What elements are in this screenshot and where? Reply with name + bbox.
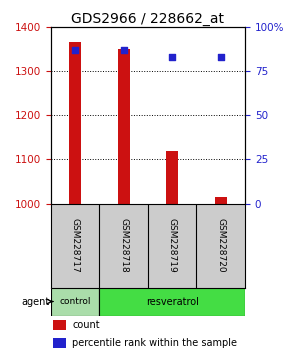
Point	[170, 54, 175, 59]
Point	[121, 47, 126, 52]
Text: agent: agent	[21, 297, 50, 307]
Text: GSM228718: GSM228718	[119, 218, 128, 273]
Text: count: count	[72, 320, 100, 330]
Text: control: control	[59, 297, 91, 306]
Text: resveratrol: resveratrol	[146, 297, 199, 307]
Bar	[51, 287, 99, 315]
Bar	[53, 338, 66, 348]
Bar	[166, 152, 178, 204]
Text: GSM228719: GSM228719	[168, 218, 177, 273]
Point	[218, 54, 223, 59]
Text: GSM228720: GSM228720	[216, 218, 225, 273]
Text: percentile rank within the sample: percentile rank within the sample	[72, 338, 237, 348]
Bar	[117, 49, 130, 204]
Bar	[53, 320, 66, 330]
Text: GSM228717: GSM228717	[70, 218, 79, 273]
Bar	[215, 197, 227, 204]
Bar	[69, 42, 81, 204]
Title: GDS2966 / 228662_at: GDS2966 / 228662_at	[71, 12, 224, 25]
Point	[73, 47, 77, 52]
Bar	[99, 287, 245, 315]
